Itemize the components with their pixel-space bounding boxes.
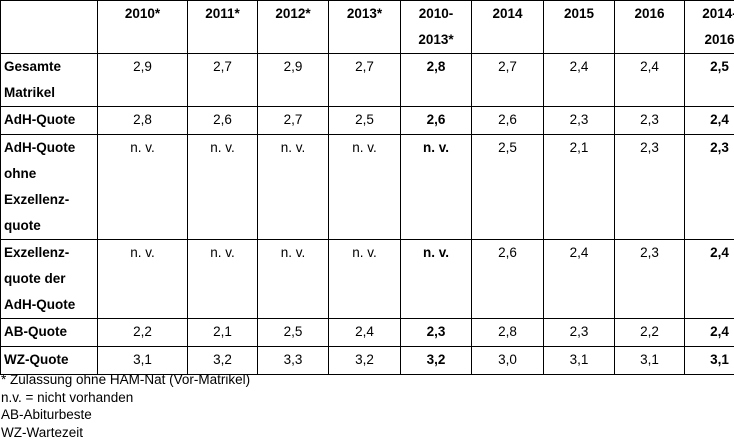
col-header: 2014: [471, 0, 544, 54]
col-header: 2015: [543, 0, 615, 54]
table-cell: 2,4: [614, 53, 685, 107]
table-cell: 2,2: [97, 318, 188, 347]
table-cell: 2,5: [471, 134, 544, 240]
table-cell: n. v.: [328, 134, 401, 240]
col-header: 2011*: [187, 0, 258, 54]
footnote: n.v. = nicht vorhanden: [1, 389, 134, 405]
col-header: 2012*: [257, 0, 329, 54]
table-cell: n. v.: [187, 134, 258, 240]
table-row: AdH-Quote ohne Exzellenz-quote n. v. n. …: [0, 134, 734, 240]
table-cell: 2,9: [97, 53, 188, 107]
row-label: Exzellenz-quote der AdH-Quote: [0, 239, 98, 319]
table-cell: n. v.: [257, 239, 329, 319]
header-row: 2010* 2011* 2012* 2013* 2010-2013* 2014 …: [0, 0, 734, 54]
table-cell: n. v.: [400, 239, 472, 319]
table-cell: 2,3: [614, 239, 685, 319]
table-cell: 2,9: [257, 53, 329, 107]
table-cell: 3,0: [471, 346, 544, 375]
corner-cell: [0, 0, 98, 54]
col-header: 2010-2013*: [400, 0, 472, 54]
table-cell: 2,1: [543, 134, 615, 240]
table-cell: 3,2: [400, 346, 472, 375]
table-cell: 2,7: [257, 106, 329, 135]
table-cell: 2,4: [684, 318, 734, 347]
table-cell: 2,3: [400, 318, 472, 347]
table-cell: n. v.: [257, 134, 329, 240]
table-cell: n. v.: [187, 239, 258, 319]
table-cell: 2,8: [97, 106, 188, 135]
col-header: 2013*: [328, 0, 401, 54]
table-cell: 2,4: [328, 318, 401, 347]
table-cell: 2,6: [400, 106, 472, 135]
table-cell: 3,1: [684, 346, 734, 375]
col-header: 2016: [614, 0, 685, 54]
col-header: 2014-2016: [684, 0, 734, 54]
table-cell: 2,3: [614, 134, 685, 240]
table-cell: 2,4: [684, 106, 734, 135]
table-row: WZ-Quote 3,1 3,2 3,3 3,2 3,2 3,0 3,1 3,1…: [0, 346, 734, 375]
table-cell: 3,1: [614, 346, 685, 375]
table-cell: 3,3: [257, 346, 329, 375]
table-cell: 2,6: [471, 106, 544, 135]
table-cell: 2,7: [328, 53, 401, 107]
table-cell: 2,3: [543, 106, 615, 135]
table-cell: 2,2: [614, 318, 685, 347]
table-cell: n. v.: [97, 239, 188, 319]
table-cell: 3,2: [328, 346, 401, 375]
row-label: Gesamte Matrikel: [0, 53, 98, 107]
table-cell: 3,1: [97, 346, 188, 375]
table-cell: 2,8: [471, 318, 544, 347]
table-cell: 3,1: [543, 346, 615, 375]
row-label: AdH-Quote ohne Exzellenz-quote: [0, 134, 98, 240]
table-cell: 2,7: [471, 53, 544, 107]
table-cell: 2,3: [684, 134, 734, 240]
table-cell: 2,3: [614, 106, 685, 135]
table-cell: 2,5: [684, 53, 734, 107]
table-cell: n. v.: [400, 134, 472, 240]
table-cell: n. v.: [97, 134, 188, 240]
row-label: AdH-Quote: [0, 106, 98, 135]
table-row: Exzellenz-quote der AdH-Quote n. v. n. v…: [0, 239, 734, 319]
col-header: 2010*: [97, 0, 188, 54]
footnote: * Zulassung ohne HAM-Nat (Vor-Matrikel): [1, 372, 251, 387]
table-cell: 2,3: [543, 318, 615, 347]
table-row: Gesamte Matrikel 2,9 2,7 2,9 2,7 2,8 2,7…: [0, 53, 734, 107]
table-cell: 2,5: [328, 106, 401, 135]
row-label: AB-Quote: [0, 318, 98, 347]
table-row: AB-Quote 2,2 2,1 2,5 2,4 2,3 2,8 2,3 2,2…: [0, 318, 734, 347]
table-cell: n. v.: [328, 239, 401, 319]
table-row: AdH-Quote 2,8 2,6 2,7 2,5 2,6 2,6 2,3 2,…: [0, 106, 734, 135]
table-cell: 2,4: [684, 239, 734, 319]
footnote: AB-Abiturbeste: [1, 407, 92, 422]
grade-table: 2010* 2011* 2012* 2013* 2010-2013* 2014 …: [0, 0, 734, 375]
table-cell: 2,7: [187, 53, 258, 107]
footnote: WZ-Wartezeit: [1, 424, 83, 440]
table-cell: 2,5: [257, 318, 329, 347]
table-cell: 2,4: [543, 239, 615, 319]
row-label: WZ-Quote: [0, 346, 98, 375]
table-cell: 2,1: [187, 318, 258, 347]
footnotes: * Zulassung ohne HAM-Nat (Vor-Matrikel) …: [1, 371, 250, 441]
table-cell: 2,8: [400, 53, 472, 107]
table-cell: 2,6: [471, 239, 544, 319]
table-cell: 2,6: [187, 106, 258, 135]
table-cell: 2,4: [543, 53, 615, 107]
